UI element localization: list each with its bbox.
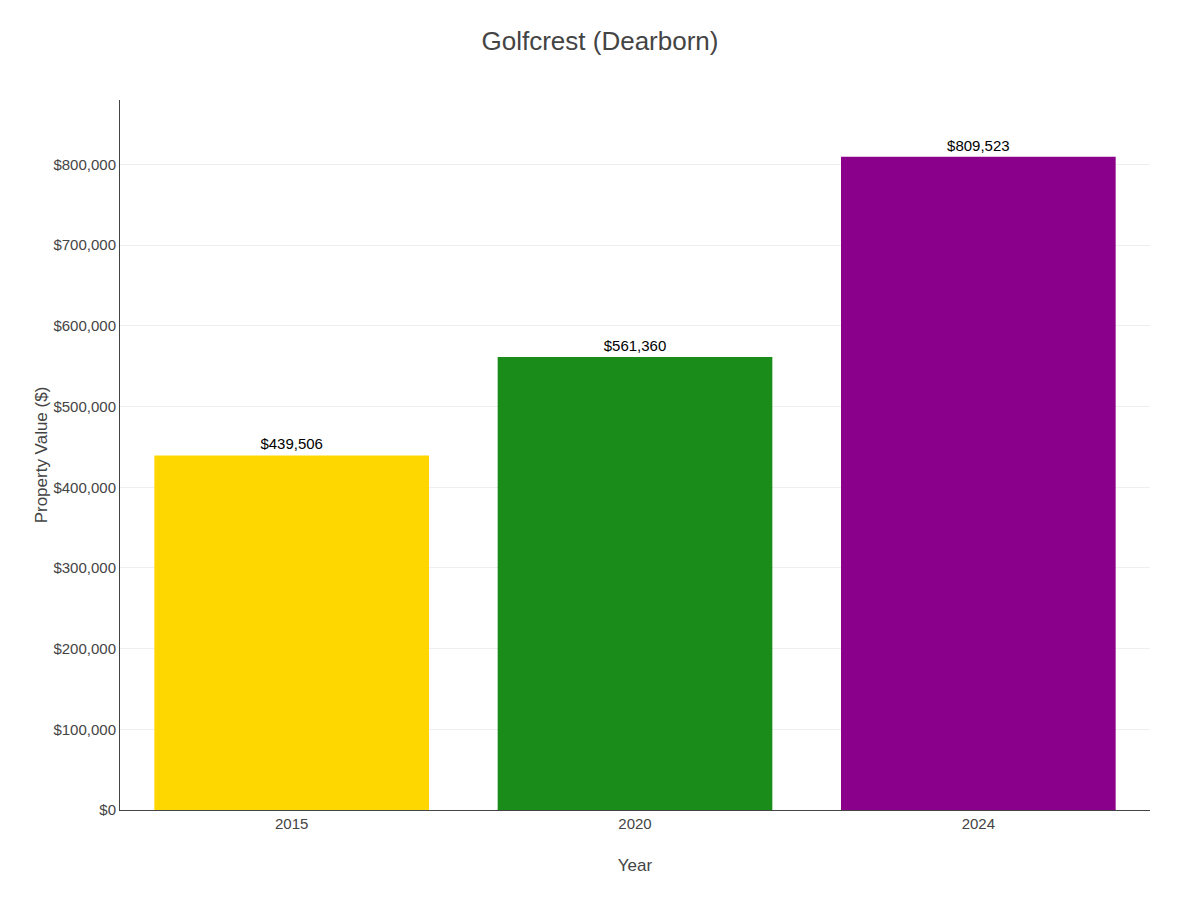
svg-text:$809,523: $809,523 [947,137,1010,154]
svg-text:Golfcrest (Dearborn): Golfcrest (Dearborn) [482,26,719,56]
svg-text:$800,000: $800,000 [53,156,116,173]
svg-text:Year: Year [618,856,653,875]
svg-text:2024: 2024 [962,815,995,832]
svg-text:$700,000: $700,000 [53,236,116,253]
svg-text:$100,000: $100,000 [53,721,116,738]
svg-text:$0: $0 [99,801,116,818]
svg-text:$300,000: $300,000 [53,559,116,576]
svg-text:$500,000: $500,000 [53,398,116,415]
svg-text:$200,000: $200,000 [53,640,116,657]
svg-text:$561,360: $561,360 [604,337,667,354]
svg-text:2020: 2020 [618,815,651,832]
svg-text:2015: 2015 [275,815,308,832]
svg-text:Property Value ($): Property Value ($) [32,387,51,524]
svg-text:$600,000: $600,000 [53,317,116,334]
svg-text:$439,506: $439,506 [260,435,323,452]
svg-text:$400,000: $400,000 [53,479,116,496]
